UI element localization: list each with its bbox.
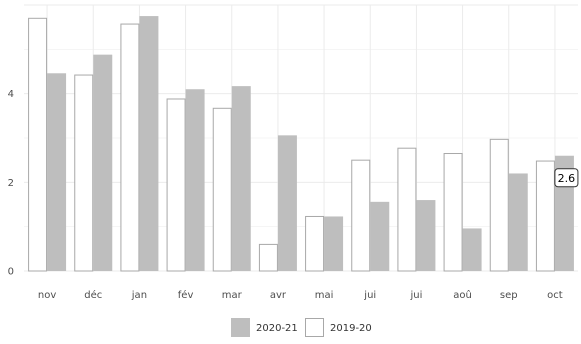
tooltip: 2.6	[554, 168, 579, 188]
bar-2020-21[interactable]	[231, 86, 251, 271]
bar-2020-21[interactable]	[277, 135, 297, 271]
bar-2019-20[interactable]	[443, 153, 463, 272]
x-tick-label: oct	[547, 290, 563, 301]
bar-2019-20[interactable]	[258, 243, 278, 272]
legend: 2020-21 2019-20	[231, 318, 372, 337]
legend-label-2019-20: 2019-20	[330, 323, 372, 334]
x-tick-label: mai	[315, 290, 334, 301]
x-tick-label: aoû	[453, 289, 472, 301]
bar-2019-20[interactable]	[397, 147, 417, 272]
bar-2019-20[interactable]	[120, 23, 140, 272]
x-axis: nov déc jan fév mar avr mai jui jui aoû sep oct	[38, 289, 563, 301]
y-tick-label: 0	[8, 267, 14, 278]
bar-2019-20[interactable]	[489, 138, 509, 272]
legend-swatch-2019-20[interactable]	[305, 318, 324, 337]
x-tick-label: mar	[222, 290, 243, 301]
x-tick-label: jan	[131, 290, 147, 301]
bar-2020-21[interactable]	[47, 73, 67, 271]
tooltip-label: 2.6	[558, 172, 576, 185]
legend-swatch-2020-21[interactable]	[231, 318, 250, 337]
bar-2020-21[interactable]	[185, 89, 205, 271]
bar-2020-21[interactable]	[508, 173, 528, 271]
y-tick-label: 4	[8, 89, 14, 100]
x-tick-label: jui	[363, 290, 376, 301]
bar-2019-20[interactable]	[212, 107, 232, 272]
tooltip-box	[554, 168, 579, 188]
x-tick-label: fév	[178, 289, 194, 301]
x-tick-label: jui	[409, 290, 422, 301]
x-tick-label: sep	[500, 290, 518, 301]
bar-2020-21[interactable]	[324, 216, 344, 271]
bar-2020-21[interactable]	[462, 228, 482, 271]
bar-2020-21[interactable]	[416, 200, 436, 271]
x-tick-label: déc	[84, 289, 102, 301]
y-tick-label: 2	[8, 178, 14, 189]
bar-2020-21[interactable]	[139, 16, 159, 272]
x-tick-label: avr	[270, 290, 287, 301]
bar-2020-21[interactable]	[370, 201, 390, 271]
bar-2019-20[interactable]	[74, 74, 94, 272]
y-axis: 0 2 4	[8, 89, 14, 277]
bar-2019-20[interactable]	[351, 159, 371, 272]
bar-2019-20[interactable]	[166, 98, 186, 272]
bars-group	[28, 16, 574, 272]
bar-2020-21[interactable]	[93, 54, 113, 271]
bar-2019-20[interactable]	[305, 215, 325, 272]
bar-2019-20[interactable]	[535, 160, 555, 272]
bar-2019-20[interactable]	[28, 17, 48, 272]
legend-label-2020-21: 2020-21	[256, 323, 298, 334]
x-tick-label: nov	[38, 290, 56, 301]
